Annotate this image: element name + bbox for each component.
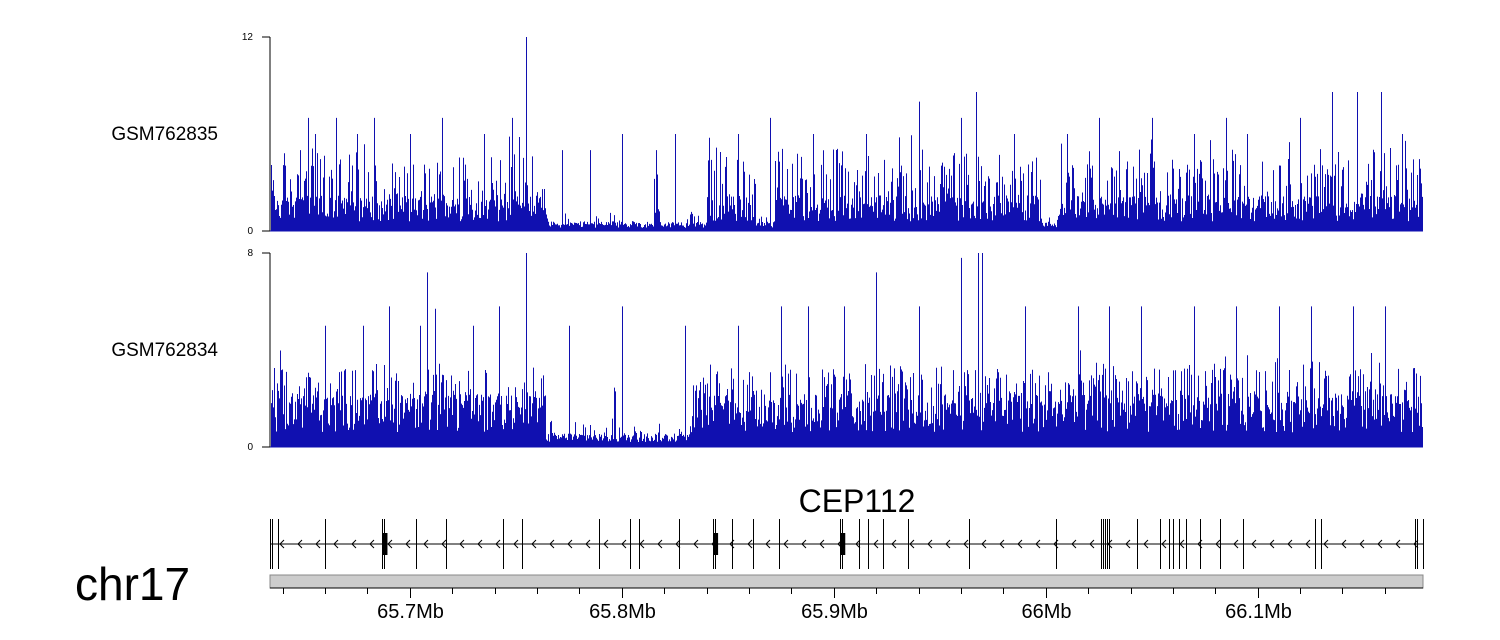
strand-arrow xyxy=(1089,539,1095,549)
strand-arrow xyxy=(1395,539,1401,549)
exon-coding-block xyxy=(382,533,388,555)
strand-arrow xyxy=(477,539,483,549)
strand-arrow xyxy=(1071,539,1077,549)
exon-coding-block xyxy=(713,533,719,555)
strand-arrow xyxy=(459,539,465,549)
strand-arrow xyxy=(603,539,609,549)
strand-arrow xyxy=(585,539,591,549)
chromosome-label: chr17 xyxy=(75,558,190,610)
strand-arrow xyxy=(1035,539,1041,549)
strand-arrow xyxy=(1161,539,1167,549)
strand-arrow xyxy=(1287,539,1293,549)
strand-arrow xyxy=(963,539,969,549)
coverage-bars xyxy=(270,253,1423,448)
strand-arrow xyxy=(495,539,501,549)
strand-arrow xyxy=(1017,539,1023,549)
strand-arrow xyxy=(1305,539,1311,549)
strand-arrow xyxy=(1323,539,1329,549)
strand-arrow xyxy=(531,539,537,549)
strand-arrow xyxy=(549,539,555,549)
strand-arrow xyxy=(1377,539,1383,549)
axis-tick-label: 65.8Mb xyxy=(589,601,656,623)
strand-arrow xyxy=(909,539,915,549)
strand-arrow xyxy=(621,539,627,549)
strand-arrow xyxy=(801,539,807,549)
strand-arrow xyxy=(927,539,933,549)
strand-arrow xyxy=(369,539,375,549)
gene-track: CEP112 xyxy=(270,483,1424,569)
strand-arrow xyxy=(657,539,663,549)
strand-arrow xyxy=(873,539,879,549)
y-tick-label-max: 8 xyxy=(247,248,253,259)
strand-arrow xyxy=(1413,539,1419,549)
strand-arrow xyxy=(441,539,447,549)
axis-tick-label: 65.7Mb xyxy=(377,601,444,623)
strand-arrow xyxy=(765,539,771,549)
strand-arrow xyxy=(423,539,429,549)
strand-arrow xyxy=(1359,539,1365,549)
strand-arrow xyxy=(513,539,519,549)
strand-arrow xyxy=(567,539,573,549)
strand-arrow xyxy=(693,539,699,549)
strand-arrow xyxy=(1341,539,1347,549)
strand-arrow xyxy=(1215,539,1221,549)
strand-arrow xyxy=(387,539,393,549)
track-label: GSM762835 xyxy=(111,124,218,145)
strand-arrow xyxy=(675,539,681,549)
coverage-bars xyxy=(270,37,1423,232)
strand-arrow xyxy=(783,539,789,549)
strand-arrow xyxy=(855,539,861,549)
exon-coding-block xyxy=(840,533,846,555)
chromosome-ideogram xyxy=(269,574,1424,589)
strand-arrow xyxy=(405,539,411,549)
strand-arrow xyxy=(945,539,951,549)
gene-features xyxy=(270,519,1424,569)
coverage-track-1: GSM762835 12 0 xyxy=(111,32,1423,237)
strand-arrow xyxy=(999,539,1005,549)
y-tick-label-min: 0 xyxy=(247,442,253,453)
strand-arrow xyxy=(1251,539,1257,549)
strand-arrow xyxy=(891,539,897,549)
strand-arrow xyxy=(1143,539,1149,549)
track-label: GSM762834 xyxy=(111,340,218,361)
y-tick-label-max: 12 xyxy=(242,32,254,43)
gene-name-label: CEP112 xyxy=(799,483,916,519)
strand-arrow xyxy=(981,539,987,549)
coverage-track-2: GSM762834 8 0 xyxy=(111,248,1423,453)
strand-arrow xyxy=(333,539,339,549)
strand-arrow xyxy=(1269,539,1275,549)
axis-tick-label: 66.1Mb xyxy=(1225,601,1292,623)
strand-arrow xyxy=(1233,539,1239,549)
strand-arrow xyxy=(1125,539,1131,549)
strand-arrow xyxy=(297,539,303,549)
strand-arrow xyxy=(819,539,825,549)
strand-arrow xyxy=(747,539,753,549)
genome-axis: 65.7Mb 65.8Mb 65.9Mb 66Mb 66.1Mb xyxy=(270,587,1423,623)
strand-arrow xyxy=(279,539,285,549)
axis-tick-label: 66Mb xyxy=(1021,601,1071,623)
y-tick-label-min: 0 xyxy=(247,226,253,237)
strand-arrow xyxy=(351,539,357,549)
axis-tick-label: 65.9Mb xyxy=(801,601,868,623)
strand-arrow xyxy=(315,539,321,549)
